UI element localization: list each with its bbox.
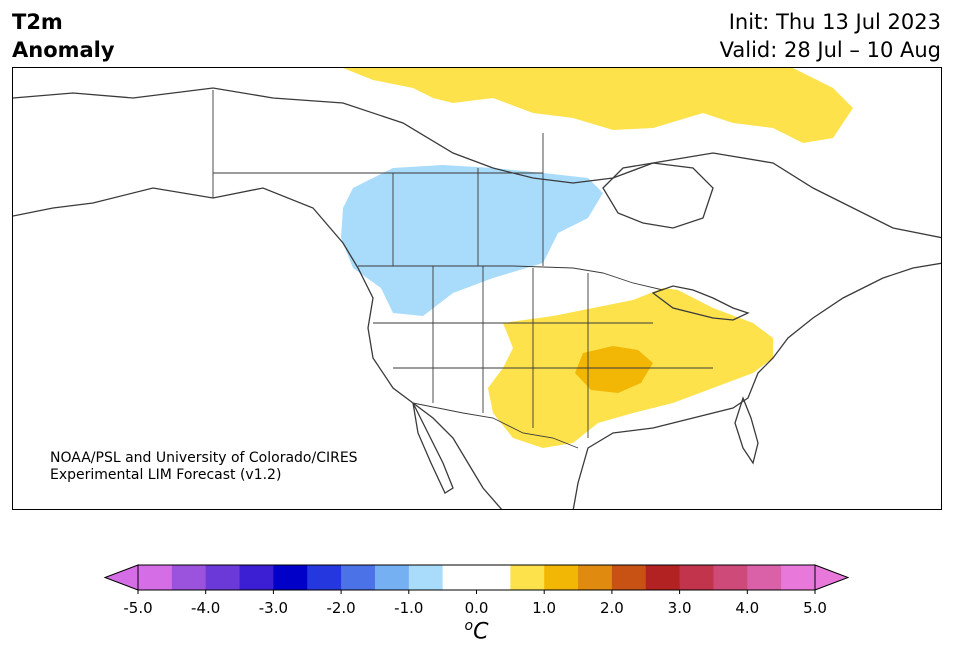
coastlines xyxy=(13,87,941,509)
gulf-coast xyxy=(572,262,941,509)
pacific-coast xyxy=(13,187,503,509)
colorbar-cell xyxy=(578,565,613,590)
colorbar-cell xyxy=(476,565,511,590)
colorbar-cell xyxy=(341,565,376,590)
northern-plains-cool-anomaly xyxy=(341,165,603,316)
colorbar-extend-high xyxy=(814,564,850,591)
us-mexico-border xyxy=(412,402,579,449)
arctic-coast xyxy=(13,87,941,239)
unit-label: oC xyxy=(0,618,953,644)
colorbar-cell xyxy=(138,565,173,590)
colorbar-cell xyxy=(374,565,410,590)
colorbar-cell xyxy=(781,565,816,590)
colorbar-cell xyxy=(307,565,342,590)
colorbar-tick-label: 1.0 xyxy=(532,599,557,617)
unit-prefix: o xyxy=(464,618,474,634)
colorbar-cell xyxy=(713,565,748,590)
colorbar-cell xyxy=(510,565,545,590)
map-canvas xyxy=(13,68,941,509)
unit-base: C xyxy=(473,619,489,645)
colorbar-tick-label: 0.0 xyxy=(464,599,489,617)
valid-range: Valid: 28 Jul – 10 Aug xyxy=(719,38,941,62)
variable-title: T2m xyxy=(12,10,63,34)
colorbar-cell xyxy=(273,565,308,590)
colorbar-cell xyxy=(544,565,579,590)
colorbar-cell xyxy=(442,565,477,590)
hudson-bay xyxy=(602,162,714,229)
credit-text: NOAA/PSL and University of Colorado/CIRE… xyxy=(50,450,358,484)
colorbar-tick-label: -4.0 xyxy=(191,599,221,617)
title-block: T2m Anomaly xyxy=(12,8,115,64)
baja-california xyxy=(412,402,454,494)
florida xyxy=(734,396,759,465)
colorbar-cell xyxy=(408,565,444,590)
colorbar-tick-label: 2.0 xyxy=(599,599,624,617)
colorbar-extend-low xyxy=(103,564,139,591)
colorbar-cell xyxy=(679,565,714,590)
colorbar-tick-label: 3.0 xyxy=(667,599,692,617)
date-block: Init: Thu 13 Jul 2023 Valid: 28 Jul – 10… xyxy=(720,8,941,64)
arctic-warm-anomaly xyxy=(343,68,853,143)
init-date: Init: Thu 13 Jul 2023 xyxy=(728,10,941,34)
colorbar-cell xyxy=(205,565,241,590)
colorbar-tick-label: -2.0 xyxy=(326,599,356,617)
credit-line-1: NOAA/PSL and University of Colorado/CIRE… xyxy=(50,450,358,466)
colorbar-cells xyxy=(103,564,850,594)
central-us-warmer-anomaly xyxy=(575,346,653,393)
colorbar-cell xyxy=(611,565,647,590)
colorbar-cell xyxy=(645,565,681,590)
great-lakes xyxy=(651,285,750,321)
colorbar-tick-label: -3.0 xyxy=(258,599,289,617)
colorbar-tick-label: -1.0 xyxy=(394,599,424,617)
colorbar-tick-label: -5.0 xyxy=(123,599,153,617)
colorbar-cell xyxy=(171,565,207,590)
credit-line-2: Experimental LIM Forecast (v1.2) xyxy=(50,467,282,483)
borders xyxy=(212,90,713,449)
colorbar-cell xyxy=(747,565,782,590)
colorbar-cell xyxy=(239,565,274,590)
colorbar-frame xyxy=(137,564,816,591)
colorbar-tick-label: 5.0 xyxy=(803,599,827,617)
colorbar-tick-label: 4.0 xyxy=(735,599,760,617)
anomaly-map: NOAA/PSL and University of Colorado/CIRE… xyxy=(12,67,942,510)
field-title: Anomaly xyxy=(12,38,115,62)
